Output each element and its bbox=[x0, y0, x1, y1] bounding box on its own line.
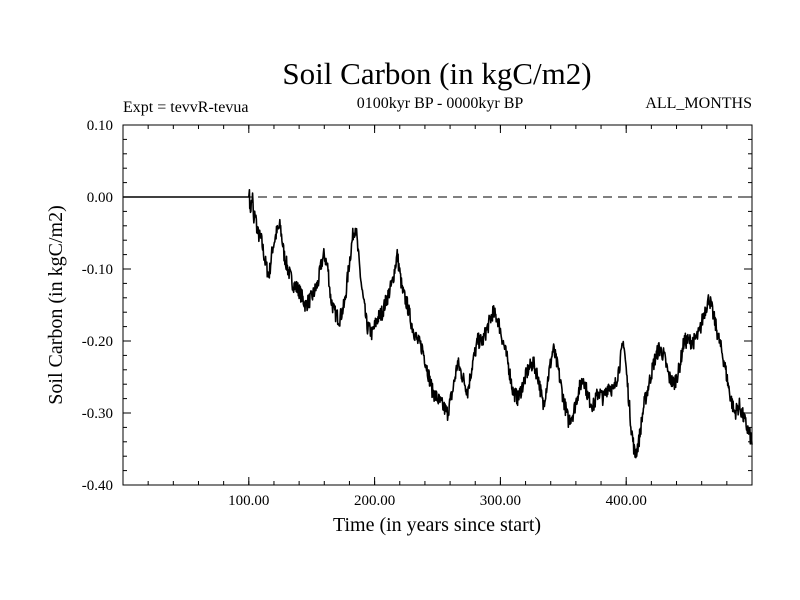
x-axis-label: Time (in years since start) bbox=[333, 514, 541, 536]
y-tick-label: -0.10 bbox=[82, 262, 113, 278]
series-line-soil-carbon bbox=[123, 189, 753, 459]
experiment-label: Expt = tevvR-tevua bbox=[123, 99, 248, 116]
x-tick-label: 300.00 bbox=[480, 493, 521, 509]
chart-subtitle: 0100kyr BP - 0000kyr BP bbox=[357, 95, 524, 112]
plot-frame bbox=[122, 124, 753, 486]
y-axis-label: Soil Carbon (in kgC/m2) bbox=[45, 205, 67, 404]
chart-title: Soil Carbon (in kgC/m2) bbox=[282, 56, 591, 91]
x-tick-label: 100.00 bbox=[228, 493, 269, 509]
months-label: ALL_MONTHS bbox=[645, 95, 752, 112]
x-tick-label: 200.00 bbox=[354, 493, 395, 509]
plot-area: 0.10 0.00 -0.10 -0.20 -0.30 -0.40 100.00 200.00… bbox=[82, 118, 753, 509]
y-tick-label: 0.00 bbox=[87, 190, 113, 206]
x-tick-label: 400.00 bbox=[606, 493, 647, 509]
y-tick-label: -0.30 bbox=[82, 406, 113, 422]
y-tick-label: 0.10 bbox=[87, 118, 113, 134]
y-tick-label: -0.40 bbox=[82, 478, 113, 494]
y-tick-label: -0.20 bbox=[82, 334, 113, 350]
